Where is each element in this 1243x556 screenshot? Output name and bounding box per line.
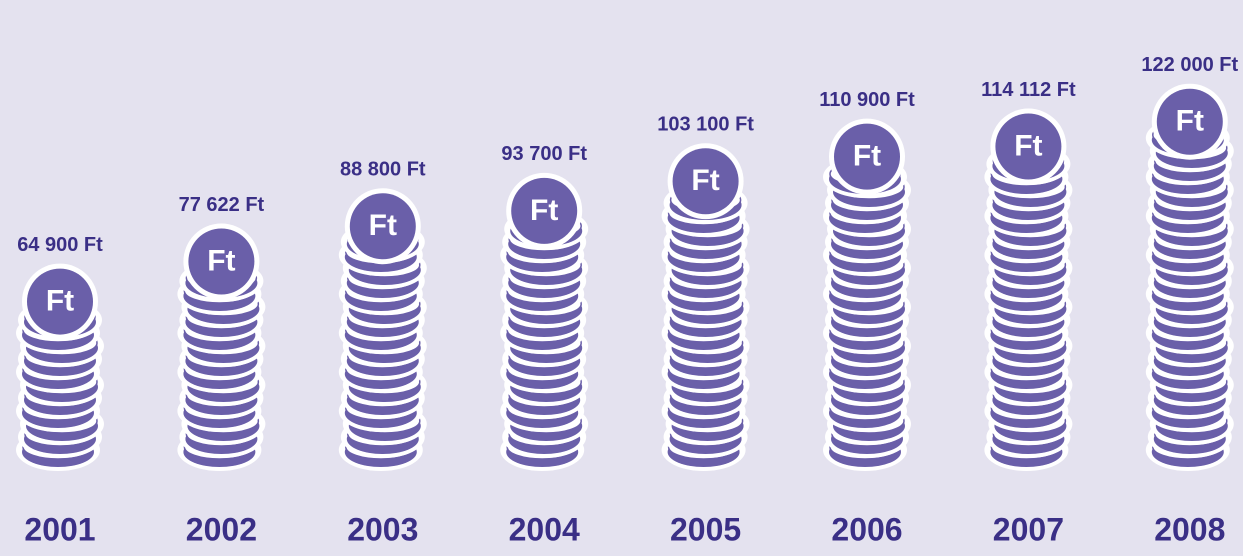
value-label: 93 700 Ft (501, 143, 587, 165)
coin-symbol: Ft (46, 284, 74, 317)
coin-stack: Ft (177, 223, 265, 471)
x-tick-label: 2004 (509, 511, 580, 547)
value-label: 103 100 Ft (657, 114, 754, 136)
value-label: 122 000 Ft (1141, 54, 1238, 76)
coin-stack: Ft (662, 143, 750, 471)
x-tick-label: 2005 (670, 511, 741, 547)
value-label: 110 900 Ft (819, 89, 915, 111)
x-tick-label: 2003 (347, 511, 418, 547)
coin-stack: Ft (16, 264, 104, 471)
coin-symbol: Ft (1014, 129, 1042, 162)
value-label: 114 112 Ft (981, 79, 1076, 101)
coin-stack: Ft (984, 109, 1072, 471)
coin-symbol: Ft (853, 140, 881, 173)
coin-symbol: Ft (1176, 105, 1204, 138)
coin-symbol: Ft (207, 244, 235, 277)
value-label: 77 622 Ft (179, 194, 265, 216)
chart: Ft 64 900 Ft 2001 Ft 77 622 Ft 2002 Ft 88 800 F… (0, 0, 1243, 556)
x-tick-label: 2007 (993, 511, 1064, 547)
coin-symbol: Ft (530, 194, 558, 227)
value-label: 88 800 Ft (340, 159, 426, 181)
x-tick-label: 2002 (186, 511, 257, 547)
coin-stack: Ft (339, 188, 427, 471)
coin-stack: Ft (1146, 84, 1234, 471)
coin-symbol: Ft (369, 209, 397, 242)
x-tick-label: 2001 (24, 511, 95, 547)
x-tick-label: 2008 (1154, 511, 1225, 547)
coin-symbol: Ft (691, 164, 719, 197)
coin-stack: Ft (500, 173, 588, 471)
coin-stack: Ft (823, 119, 911, 471)
x-tick-label: 2006 (831, 511, 902, 547)
value-label: 64 900 Ft (17, 234, 103, 256)
